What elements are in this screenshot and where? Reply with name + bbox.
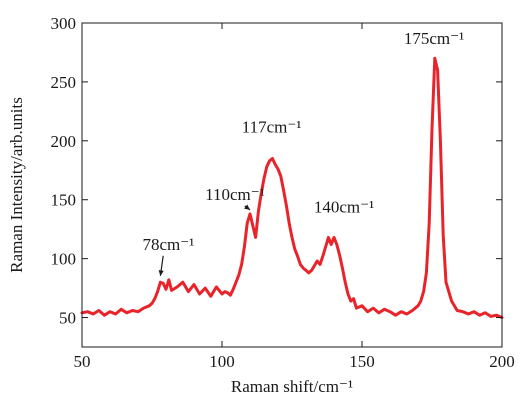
plot-frame	[81, 22, 503, 348]
x-axis-label: Raman shift/cm⁻¹	[231, 377, 353, 396]
x-tick-label: 50	[74, 352, 91, 371]
peak-arrow-head	[158, 270, 164, 276]
peak-label: 110cm⁻¹	[205, 185, 265, 204]
x-tick-label: 100	[209, 352, 235, 371]
y-tick-label: 250	[51, 73, 77, 92]
peak-label: 175cm⁻¹	[404, 29, 464, 48]
spectrum-line-0	[80, 56, 504, 319]
y-tick-label: 200	[51, 132, 77, 151]
peak-label: 117cm⁻¹	[242, 117, 302, 136]
x-tick-label: 150	[349, 352, 375, 371]
peak-arrow-head	[244, 204, 250, 210]
peak-label: 78cm⁻¹	[142, 235, 194, 254]
y-tick-label: 100	[51, 250, 77, 269]
y-tick-label: 300	[51, 14, 77, 33]
peak-label: 140cm⁻¹	[314, 197, 374, 216]
y-tick-label: 50	[59, 309, 76, 328]
x-tick-label: 200	[489, 352, 515, 371]
y-tick-label: 150	[51, 191, 77, 210]
y-axis-label: Raman Intensity/arb.units	[7, 97, 26, 273]
